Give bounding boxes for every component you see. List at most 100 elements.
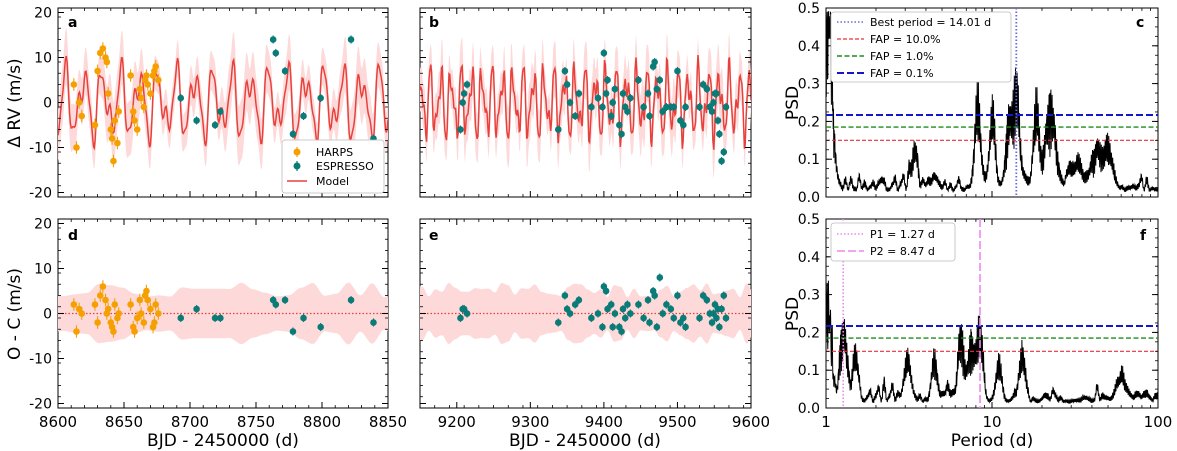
point-espresso-b-48 bbox=[713, 90, 720, 97]
point-harps-a-5 bbox=[94, 67, 101, 75]
point-espresso-d-5 bbox=[272, 301, 280, 308]
point-harps-a-30 bbox=[152, 63, 159, 70]
xtick-label-e-0: 9200 bbox=[438, 413, 476, 431]
plot-area-b bbox=[420, 34, 751, 180]
psd-curve-f bbox=[826, 280, 1158, 404]
point-harps-a-23 bbox=[140, 103, 148, 111]
ylabel-a: Δ RV (m/s) bbox=[5, 58, 25, 147]
point-harps-a-14 bbox=[111, 117, 119, 124]
point-espresso-e-39 bbox=[680, 314, 687, 322]
point-harps-d-26 bbox=[144, 296, 152, 304]
point-harps-d-8 bbox=[102, 296, 109, 304]
point-espresso-b-42 bbox=[699, 81, 707, 88]
point-harps-d-4 bbox=[91, 301, 99, 308]
point-espresso-a-1 bbox=[193, 117, 200, 124]
point-espresso-e-36 bbox=[670, 314, 678, 322]
xlabel-d: BJD - 2450000 (d) bbox=[147, 431, 299, 451]
point-harps-d-22 bbox=[137, 310, 145, 317]
point-espresso-b-49 bbox=[714, 117, 722, 124]
point-harps-d-0 bbox=[70, 301, 78, 308]
xlabel-e: BJD - 2450000 (d) bbox=[509, 431, 661, 451]
point-harps-a-7 bbox=[99, 45, 107, 52]
point-espresso-d-11 bbox=[370, 319, 377, 326]
ytick-label-d-2: 0 bbox=[43, 307, 52, 323]
ytick-label-f-4: 0.4 bbox=[798, 250, 820, 266]
point-harps-d-25 bbox=[143, 287, 150, 295]
ytick-label-a-3: 10 bbox=[34, 51, 52, 67]
point-espresso-d-6 bbox=[281, 296, 289, 304]
ytick-label-a-1: -10 bbox=[29, 141, 52, 157]
point-espresso-b-5 bbox=[561, 67, 569, 75]
point-espresso-e-42 bbox=[699, 292, 707, 299]
legend-f: P1 = 1.27 d P2 = 8.47 d bbox=[830, 222, 956, 262]
point-espresso-b-51 bbox=[718, 157, 725, 165]
ytick-label-a-2: 0 bbox=[43, 96, 52, 112]
point-espresso-b-18 bbox=[611, 85, 619, 93]
point-harps-d-17 bbox=[127, 301, 134, 308]
point-harps-a-9 bbox=[103, 58, 111, 66]
point-espresso-e-31 bbox=[653, 323, 661, 331]
ytick-label-f-1: 0.1 bbox=[798, 363, 820, 379]
point-espresso-b-43 bbox=[703, 85, 711, 93]
ytick-label-c-0: 0.0 bbox=[798, 190, 820, 206]
point-harps-a-25 bbox=[143, 72, 150, 79]
point-espresso-d-8 bbox=[300, 314, 307, 322]
point-harps-a-10 bbox=[104, 90, 112, 97]
point-harps-a-2 bbox=[75, 99, 83, 106]
point-espresso-b-19 bbox=[616, 121, 623, 129]
point-harps-a-4 bbox=[91, 121, 99, 129]
ytick-label-f-0: 0.0 bbox=[798, 401, 820, 417]
point-espresso-d-1 bbox=[193, 305, 200, 313]
legend-fap1-label: FAP = 1.0% bbox=[870, 50, 934, 63]
point-espresso-a-2 bbox=[211, 121, 219, 129]
ytick-label-f-5: 0.5 bbox=[798, 212, 820, 228]
ytick-label-f-3: 0.3 bbox=[798, 288, 820, 304]
ytick-label-f-2: 0.2 bbox=[798, 325, 820, 341]
point-espresso-e-18 bbox=[611, 310, 619, 317]
panel-label-c: c bbox=[1136, 15, 1144, 31]
point-harps-d-5 bbox=[94, 319, 101, 326]
point-espresso-e-37 bbox=[674, 292, 681, 299]
ytick-label-c-3: 0.3 bbox=[798, 77, 820, 93]
model-curve-b bbox=[420, 54, 751, 150]
ytick-label-a-0: -20 bbox=[29, 186, 52, 202]
point-harps-a-27 bbox=[147, 90, 154, 97]
point-espresso-d-10 bbox=[347, 296, 355, 304]
point-espresso-a-4 bbox=[269, 36, 277, 43]
xtick-label-f-1: 10 bbox=[982, 413, 1001, 431]
point-espresso-b-40 bbox=[682, 103, 689, 111]
point-harps-d-6 bbox=[96, 292, 104, 299]
point-espresso-b-32 bbox=[656, 76, 664, 84]
point-espresso-b-39 bbox=[680, 121, 687, 129]
point-espresso-e-48 bbox=[713, 314, 720, 322]
plot-area-e bbox=[420, 273, 751, 344]
point-espresso-a-10 bbox=[347, 36, 355, 43]
point-harps-a-26 bbox=[144, 81, 152, 88]
point-espresso-d-2 bbox=[211, 314, 219, 322]
point-espresso-b-21 bbox=[619, 90, 627, 97]
point-harps-d-31 bbox=[155, 310, 162, 317]
point-espresso-b-0 bbox=[457, 126, 464, 133]
point-harps-d-13 bbox=[110, 328, 117, 335]
point-espresso-b-30 bbox=[651, 58, 658, 66]
point-espresso-b-28 bbox=[646, 112, 653, 120]
legend-model-label: Model bbox=[316, 175, 349, 188]
point-espresso-e-53 bbox=[722, 314, 730, 322]
point-espresso-e-12 bbox=[599, 323, 606, 331]
ytick-label-c-2: 0.2 bbox=[798, 114, 820, 130]
point-espresso-b-23 bbox=[624, 108, 631, 115]
xtick-label-f-0: 1 bbox=[821, 413, 831, 431]
point-espresso-e-0 bbox=[457, 314, 464, 322]
point-espresso-a-0 bbox=[177, 94, 185, 102]
xtick-label-d-5: 8850 bbox=[369, 413, 407, 431]
point-harps-a-17 bbox=[127, 72, 134, 79]
point-espresso-b-20 bbox=[618, 130, 625, 138]
point-harps-a-13 bbox=[110, 157, 117, 165]
point-espresso-b-13 bbox=[600, 49, 608, 57]
point-espresso-e-21 bbox=[619, 305, 627, 313]
point-harps-a-11 bbox=[107, 126, 115, 133]
point-espresso-b-14 bbox=[602, 90, 610, 97]
point-espresso-b-11 bbox=[594, 94, 602, 102]
point-espresso-b-6 bbox=[563, 81, 571, 88]
point-espresso-b-24 bbox=[627, 94, 634, 102]
